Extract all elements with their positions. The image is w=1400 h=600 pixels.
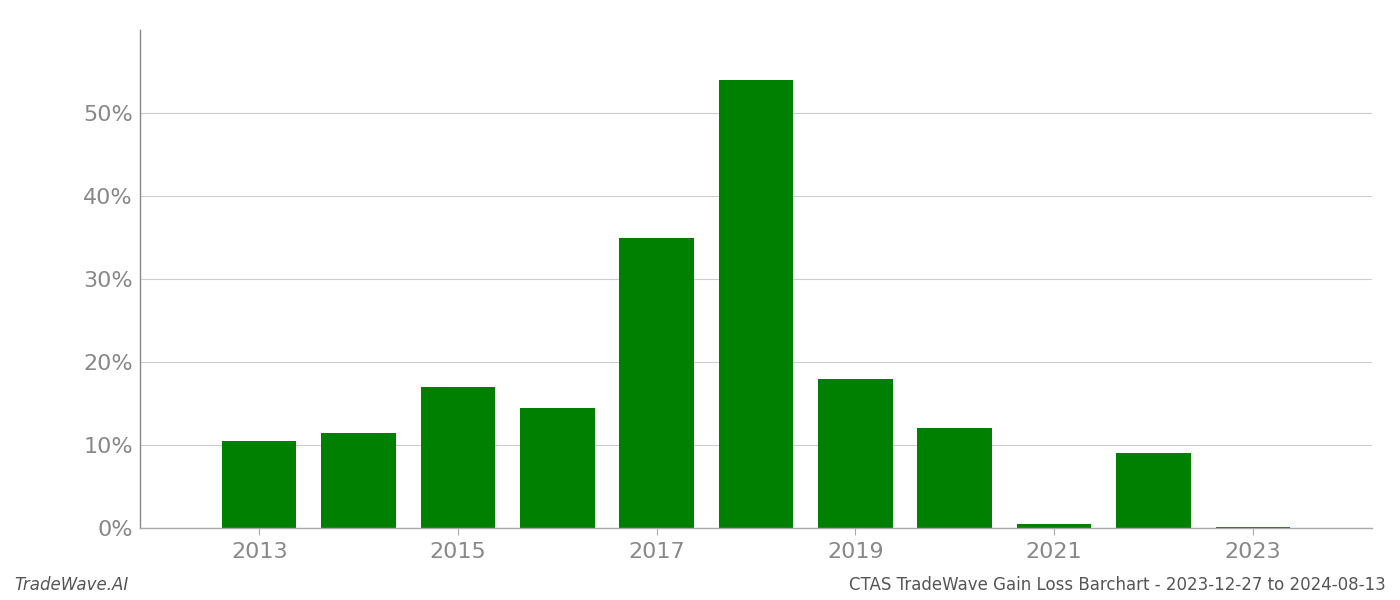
Text: CTAS TradeWave Gain Loss Barchart - 2023-12-27 to 2024-08-13: CTAS TradeWave Gain Loss Barchart - 2023… xyxy=(850,576,1386,594)
Bar xyxy=(1016,524,1092,528)
Bar xyxy=(322,433,396,528)
Bar xyxy=(420,387,496,528)
Bar xyxy=(718,80,794,528)
Bar xyxy=(818,379,893,528)
Bar xyxy=(917,428,993,528)
Bar xyxy=(1215,527,1289,528)
Bar xyxy=(223,441,297,528)
Text: TradeWave.AI: TradeWave.AI xyxy=(14,576,129,594)
Bar xyxy=(1116,454,1190,528)
Bar xyxy=(619,238,694,528)
Bar xyxy=(519,407,595,528)
